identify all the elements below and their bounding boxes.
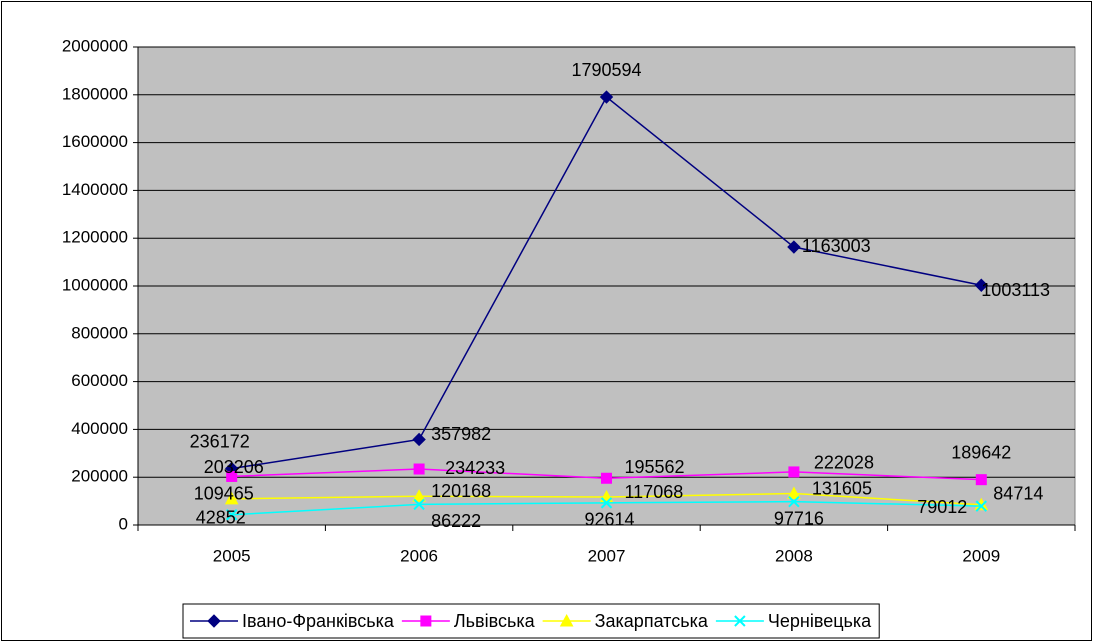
marker [412, 432, 426, 447]
marker [600, 497, 613, 509]
y-tick-label: 1600000 [62, 132, 128, 151]
y-tick-label: 200000 [71, 467, 128, 486]
marker [734, 615, 746, 627]
marker [975, 474, 987, 486]
marker [226, 470, 238, 482]
marker [788, 466, 800, 478]
y-tick-label: 400000 [71, 419, 128, 438]
x-tick-label: 2009 [962, 546, 1000, 565]
marker [787, 240, 801, 254]
marker [975, 500, 988, 512]
data-label: 234233 [445, 458, 505, 478]
y-tick-label: 0 [119, 514, 128, 533]
data-label: 189642 [951, 442, 1011, 462]
marker [225, 509, 238, 521]
marker [974, 278, 989, 292]
marker [207, 614, 221, 628]
data-label: 236172 [190, 431, 250, 451]
marker [787, 486, 801, 500]
y-tick-label: 1000000 [62, 275, 128, 294]
marker [224, 491, 239, 505]
y-tick-label: 1200000 [62, 228, 128, 247]
x-tick-label: 2008 [775, 546, 813, 565]
marker [788, 495, 800, 508]
x-tick-label: 2007 [588, 546, 626, 565]
data-label: 92614 [585, 510, 635, 530]
data-label: 86222 [431, 511, 481, 531]
data-label: 131605 [812, 478, 872, 498]
x-tick-label: 2005 [213, 546, 251, 565]
data-label: 42852 [196, 508, 246, 528]
y-tick-label: 1800000 [62, 84, 128, 103]
legend-label: Закарпатська [595, 611, 709, 631]
x-tick-label: 2006 [400, 546, 438, 565]
data-label: 357982 [431, 424, 491, 444]
data-label: 109465 [194, 484, 254, 504]
data-label: 222028 [814, 453, 874, 473]
data-label: 97716 [774, 508, 824, 528]
data-label: 120168 [431, 481, 491, 501]
y-tick-label: 1400000 [62, 180, 128, 199]
y-tick-label: 2000000 [62, 36, 128, 55]
marker [601, 472, 612, 484]
legend: Івано-Франківська Львівська Закарпатська Че… [182, 603, 880, 639]
legend-label: Чернівецька [768, 611, 872, 631]
data-label: 195562 [625, 457, 685, 477]
marker [420, 615, 432, 627]
legend-label: Івано-Франківська [242, 611, 395, 631]
marker [412, 489, 426, 502]
data-label: 1790594 [571, 60, 641, 80]
marker [559, 613, 574, 627]
data-label: 203206 [204, 457, 264, 477]
data-label: 117068 [625, 482, 684, 502]
data-label: 84714 [993, 484, 1043, 504]
legend-label: Львівська [454, 611, 536, 631]
data-label: 79012 [917, 497, 967, 517]
data-label: 1163003 [802, 236, 871, 256]
marker [413, 463, 425, 475]
marker [413, 498, 425, 511]
marker [599, 90, 614, 104]
data-label: 1003113 [981, 280, 1050, 300]
y-tick-label: 800000 [71, 323, 128, 342]
y-tick-label: 600000 [71, 371, 128, 390]
